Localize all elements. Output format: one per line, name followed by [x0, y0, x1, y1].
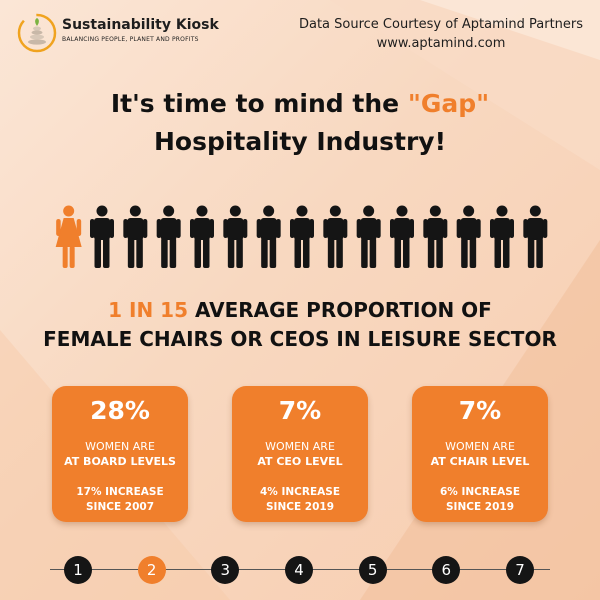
- male-figure-icon: [290, 205, 314, 268]
- male-figure-icon: [256, 205, 281, 268]
- page-dot-2[interactable]: 2: [137, 556, 166, 584]
- stat-label: WOMEN ARE: [85, 440, 155, 453]
- title-highlight: "Gap": [407, 89, 490, 118]
- male-figure-icon: [90, 205, 114, 268]
- stat-value: 28%: [90, 396, 150, 425]
- brand-tagline: BALANCING PEOPLE, PLANET AND PROFITS: [62, 36, 199, 43]
- male-figure-icon: [123, 205, 148, 268]
- stat-level: AT CEO LEVEL: [257, 455, 343, 468]
- title-prefix: It's time to mind the: [110, 89, 408, 118]
- page-dot-3[interactable]: 3: [211, 556, 240, 584]
- proportion-highlight: 1 IN 15: [108, 298, 189, 322]
- male-figure-icon: [390, 205, 414, 268]
- stat-increase-since: SINCE 2007: [85, 501, 154, 513]
- page-title: It's time to mind the "Gap" Hospitality …: [0, 85, 600, 161]
- page-dot-1[interactable]: 1: [64, 556, 92, 584]
- data-source: Data Source Courtesy of Aptamind Partner…: [296, 15, 586, 53]
- male-figure-icon: [223, 205, 248, 268]
- stat-label: WOMEN ARE: [265, 440, 335, 453]
- sustainability-kiosk-logo-icon: [17, 13, 57, 53]
- stat-level: AT CHAIR LEVEL: [430, 455, 530, 468]
- stat-value: 7%: [278, 396, 322, 425]
- stat-increase: 6% INCREASE SINCE 2019: [412, 485, 548, 515]
- male-figure-icon: [490, 205, 514, 268]
- male-figure-icon: [523, 205, 548, 268]
- brand-name: Sustainability Kiosk: [62, 17, 219, 33]
- title-line2: Hospitality Industry!: [153, 127, 446, 156]
- male-figure-icon: [323, 205, 348, 268]
- male-figure-icon: [423, 205, 448, 268]
- page-dot-7[interactable]: 7: [506, 556, 534, 584]
- source-credit: Data Source Courtesy of Aptamind Partner…: [298, 17, 584, 32]
- male-figure-icon: [456, 205, 481, 268]
- stat-increase: 17% INCREASE SINCE 2007: [52, 485, 188, 515]
- male-figure-icon: [356, 205, 381, 268]
- people-figures: [52, 205, 552, 270]
- stat-increase-value: 17% INCREASE: [76, 486, 164, 498]
- stat-value: 7%: [458, 396, 502, 425]
- stat-increase-value: 4% INCREASE: [259, 486, 340, 498]
- stat-increase: 4% INCREASE SINCE 2019: [232, 485, 368, 515]
- proportion-line2: FEMALE CHAIRS OR CEOS IN LEISURE SECTOR: [43, 327, 557, 351]
- proportion-line1: AVERAGE PROPORTION OF: [188, 298, 492, 322]
- stat-label: WOMEN ARE: [445, 440, 515, 453]
- people-figures-graphic: [55, 205, 548, 268]
- stat-card-chair: 7% WOMEN ARE AT CHAIR LEVEL 6% INCREASE …: [412, 386, 548, 522]
- stat-increase-value: 6% INCREASE: [439, 486, 520, 498]
- stat-card-ceo: 7% WOMEN ARE AT CEO LEVEL 4% INCREASE SI…: [232, 386, 368, 522]
- male-figure-icon: [156, 205, 181, 268]
- proportion-heading: 1 IN 15 AVERAGE PROPORTION OF FEMALE CHA…: [0, 296, 600, 354]
- page-dot-4[interactable]: 4: [285, 556, 313, 584]
- stat-level: AT BOARD LEVELS: [64, 455, 176, 468]
- female-figure-icon: [55, 205, 82, 268]
- stat-increase-since: SINCE 2019: [265, 501, 334, 513]
- page-dot-5[interactable]: 5: [358, 556, 387, 584]
- page-dot-6[interactable]: 6: [432, 556, 461, 584]
- stat-card-board: 28% WOMEN ARE AT BOARD LEVELS 17% INCREA…: [52, 386, 188, 522]
- source-url[interactable]: www.aptamind.com: [376, 36, 506, 51]
- male-figure-icon: [190, 205, 214, 268]
- stat-increase-since: SINCE 2019: [445, 501, 514, 513]
